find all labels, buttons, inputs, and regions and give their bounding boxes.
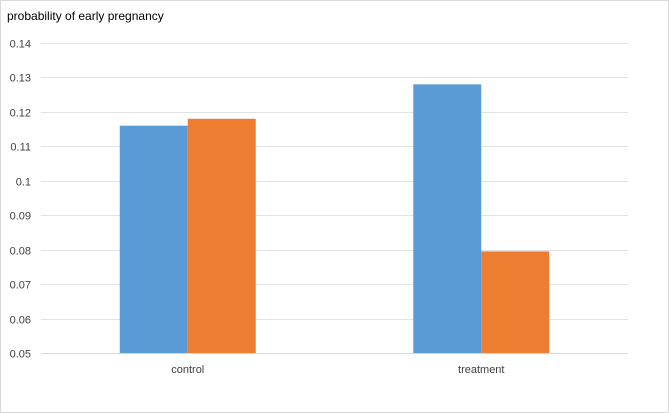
y-tick-label: 0.14 [10,39,31,51]
y-tick-label: 0.13 [10,73,31,85]
y-tick-label: 0.11 [10,142,31,154]
bar-control-series-1 [119,125,188,354]
bar-control-series-2 [187,118,256,354]
y-tick-label: 0.06 [10,315,31,327]
y-tick-label: 0.05 [10,349,31,361]
y-tick-label: 0.07 [10,280,31,292]
y-tick-label: 0.1 [16,177,31,189]
y-tick-label: 0.12 [10,108,31,120]
y-axis-title: probability of early pregnancy [7,9,164,23]
bar-treatment-series-2 [481,251,550,353]
bar-treatment-series-1 [413,84,482,353]
x-tick-label: treatment [458,364,504,376]
x-tick-label: control [171,364,204,376]
y-tick-label: 0.08 [10,246,31,258]
y-tick-label: 0.09 [10,211,31,223]
